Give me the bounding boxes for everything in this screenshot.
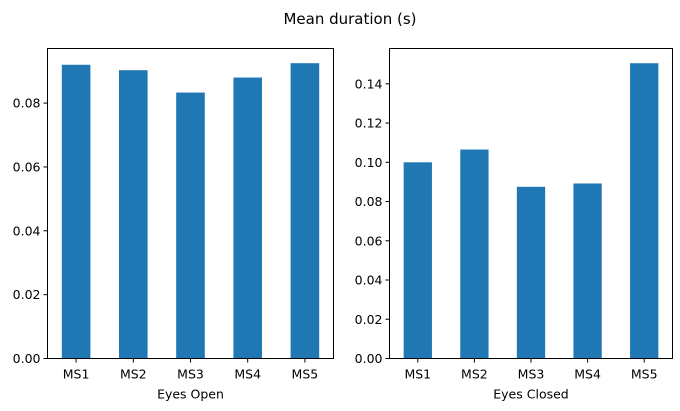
y-tick-label: 0.14 [355,76,383,91]
bar-ms3 [176,92,205,359]
bar-ms2 [460,149,489,359]
bar-ms5 [630,63,659,359]
x-tick-label-ms2: MS2 [461,367,488,382]
bar-ms2 [119,70,148,359]
y-tick-label: 0.12 [355,116,383,131]
y-tick-label: 0.04 [355,273,383,288]
x-axis-label: Eyes Closed [493,387,568,402]
y-tick-label: 0.00 [13,351,41,366]
bar-ms3 [516,186,546,359]
figure-title: Mean duration (s) [283,10,416,28]
x-tick-label-ms3: MS3 [518,367,545,382]
chart-eyes-closed: 0.00 0.02 0.04 0.06 0.08 0.10 0.12 0.14 MS1 MS2 MS… [355,48,673,402]
bar-ms4 [233,77,262,359]
x-tick-label-ms1: MS1 [404,367,431,382]
x-tick-label-ms2: MS2 [120,367,147,382]
x-axis-label: Eyes Open [157,387,224,402]
y-tick-label: 0.04 [13,223,41,238]
bar-ms1 [61,64,91,359]
y-tick-label: 0.08 [13,96,41,111]
y-tick-label: 0.02 [355,312,383,327]
y-tick-label: 0.06 [355,233,383,248]
chart-eyes-open: 0.00 0.02 0.04 0.06 0.08 MS1 MS2 MS3 MS4 MS5 Eyes … [13,48,334,402]
x-tick-label-ms1: MS1 [63,367,90,382]
y-tick-label: 0.00 [355,351,383,366]
x-tick-label-ms5: MS5 [631,367,658,382]
y-tick-label: 0.10 [355,155,383,170]
y-tick-label: 0.08 [355,194,383,209]
bar-ms5 [290,63,320,359]
bar-ms4 [573,183,602,359]
x-tick-label-ms4: MS4 [234,367,261,382]
x-tick-label-ms3: MS3 [177,367,204,382]
x-tick-label-ms5: MS5 [292,367,319,382]
x-tick-label-ms4: MS4 [574,367,601,382]
bar-ms1 [403,162,432,359]
y-tick-label: 0.02 [13,287,41,302]
y-tick-label: 0.06 [13,159,41,174]
